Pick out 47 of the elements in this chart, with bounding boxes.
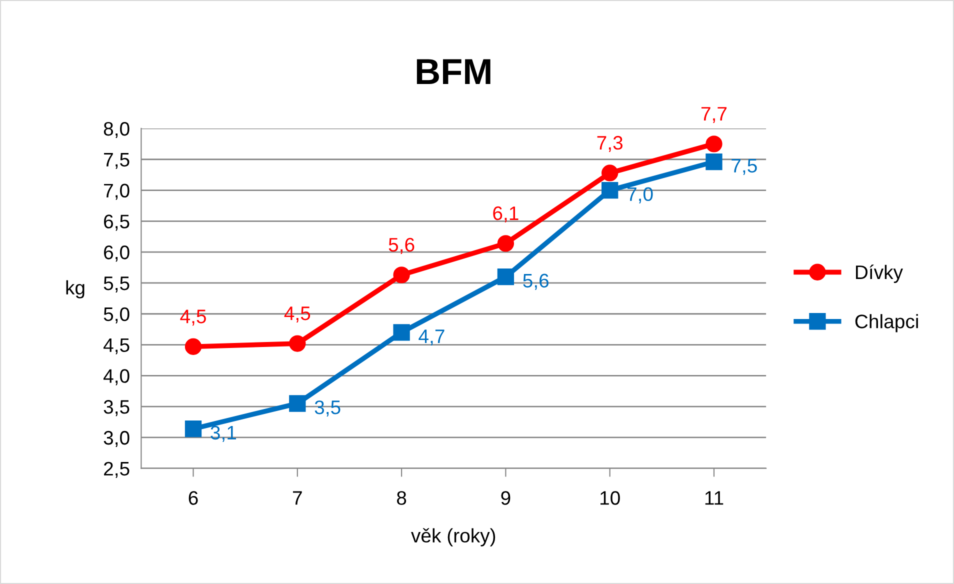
y-tick-label: 5,0 (104, 307, 130, 324)
y-axis-title: kg (66, 280, 84, 298)
x-tick-label: 10 (600, 491, 620, 505)
point (602, 182, 618, 199)
point (706, 154, 722, 170)
point (393, 266, 410, 284)
x-tick-label: 6 (188, 491, 198, 505)
y-tick-label: 7,0 (104, 184, 130, 200)
point (184, 338, 202, 355)
y-tick-label: 2,5 (104, 462, 130, 478)
data-label: 5,6 (388, 238, 414, 254)
y-tick-label: 4,5 (104, 338, 130, 354)
point (497, 268, 514, 286)
x-tick-label: 9 (501, 491, 510, 505)
data-label: 5,6 (523, 274, 549, 290)
data-label: 3,1 (210, 426, 236, 442)
x-tick-label: 8 (396, 491, 406, 505)
legend-label: Dívky (856, 264, 903, 283)
x-tick-label: 7 (293, 491, 302, 505)
point (706, 136, 722, 152)
point (393, 324, 410, 341)
data-label: 4,7 (418, 330, 444, 346)
data-label: 3,5 (314, 400, 340, 417)
y-tick-label: 5,5 (104, 276, 130, 293)
point (184, 420, 202, 438)
point (289, 395, 306, 412)
y-tick-label: 6,5 (104, 214, 130, 231)
y-tick-label: 3,5 (104, 400, 130, 416)
data-label: 4,5 (284, 306, 310, 323)
data-label: 7,3 (597, 136, 623, 152)
chart-title: BFM (416, 59, 490, 84)
data-label: 7,0 (628, 187, 653, 204)
point (289, 335, 306, 352)
legend-label: Chlapci (855, 314, 918, 332)
y-tick-label: 8,0 (104, 122, 130, 138)
y-tick-label: 6,0 (104, 246, 130, 262)
x-tick-label: 11 (705, 491, 724, 505)
y-tick-label: 4,0 (104, 369, 130, 386)
y-tick-label: 3,0 (104, 430, 130, 448)
data-label: 7,7 (701, 107, 727, 123)
y-tick-label: 7,5 (104, 153, 130, 169)
data-label: 4,5 (180, 310, 206, 326)
data-label: 7,5 (732, 159, 757, 175)
data-label: 6,1 (493, 206, 518, 222)
x-axis-title: věk (roky) (411, 528, 496, 546)
point (497, 235, 514, 252)
point (602, 164, 618, 182)
